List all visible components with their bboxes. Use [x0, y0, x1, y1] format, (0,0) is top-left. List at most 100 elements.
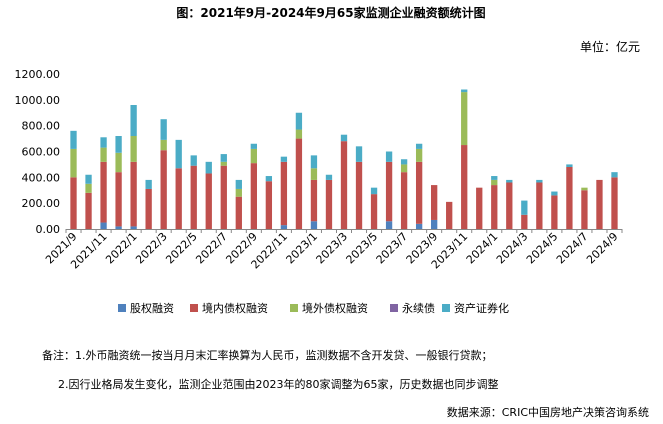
bar-segment [100, 147, 107, 162]
bar-segment [295, 112, 303, 130]
y-tick-label: 600.00 [22, 146, 61, 159]
bar-segment [611, 172, 618, 178]
bar-segment [160, 150, 167, 229]
bar-segment [280, 156, 288, 162]
bar-segment [265, 176, 273, 182]
legend: 股权融资 境内债权融资 境外债权融资 永续债 资产证券化 [118, 301, 509, 315]
legend-swatch [290, 304, 298, 312]
y-tick-label: 1200.00 [15, 68, 61, 81]
note-2: 2.因行业格局发生变化，监测企业范围由2023年的80家调整为65家，历史数据也… [58, 378, 499, 391]
bar-segment [611, 177, 618, 229]
legend-label: 永续债 [402, 301, 435, 315]
bar-segment [566, 167, 573, 229]
bar-segment [355, 146, 363, 162]
bar-segment [415, 161, 423, 224]
bar-segment [130, 161, 137, 227]
x-tick-label: 2022/1 [103, 230, 140, 267]
bar-segment [415, 223, 423, 229]
bar-segment [175, 139, 182, 169]
bar-segment [581, 190, 588, 229]
bar-segment [130, 105, 137, 136]
legend-swatch [442, 304, 450, 312]
bar-segment [190, 165, 197, 229]
bar-segment [70, 177, 77, 229]
bar-segment [521, 200, 528, 215]
legend-label: 境内债权融资 [202, 301, 268, 315]
bar-segment [581, 187, 588, 191]
bar-segment [385, 221, 393, 229]
bar-segment [461, 89, 468, 93]
bar-segment [476, 187, 483, 229]
x-tick-label: 2023/5 [344, 230, 381, 267]
bar-segment [385, 161, 393, 222]
bar-segment [551, 195, 558, 229]
bar-segment [145, 188, 152, 229]
bar-segment [115, 172, 122, 227]
y-tick-label: 0.00 [36, 223, 61, 236]
bar-segment [536, 182, 543, 229]
x-tick-label: 2022/3 [133, 230, 170, 267]
bar-segment [100, 161, 107, 223]
bar-segment [400, 164, 408, 173]
bar-segment [310, 155, 318, 169]
data-source: 数据来源：CRIC中国房地产决策咨询系统 [446, 406, 649, 419]
bar-segment [596, 179, 603, 229]
bar-segment [220, 161, 227, 166]
bars [70, 89, 618, 229]
bar-segment [85, 192, 92, 229]
bar-segment [491, 179, 498, 186]
bar-segment [431, 219, 438, 229]
y-tick-label: 200.00 [22, 197, 61, 210]
x-tick-label: 2024/1 [464, 230, 501, 267]
bar-segment [85, 174, 92, 184]
bar-segment [310, 168, 318, 180]
legend-label: 股权融资 [130, 302, 174, 315]
bar-segment [280, 161, 288, 226]
bar-segment [130, 226, 137, 229]
legend-label: 境外债权融资 [302, 301, 368, 315]
bar-segment [220, 165, 227, 229]
legend-swatch [190, 304, 198, 312]
bar-segment [551, 191, 558, 196]
y-tick-label: 800.00 [22, 120, 61, 133]
bar-segment [70, 148, 77, 178]
bar-segment [295, 129, 303, 139]
x-tick-label: 2024/3 [494, 230, 531, 267]
bar-segment [370, 187, 378, 195]
bar-segment [385, 151, 393, 162]
bar-segment [85, 183, 92, 193]
y-tick-label: 400.00 [22, 171, 61, 184]
legend-swatch [118, 304, 126, 312]
bar-segment [160, 139, 167, 151]
bar-segment [446, 201, 453, 229]
bar-segment [175, 168, 182, 229]
chart-title: 图：2021年9月-2024年9月65家监测企业融资额统计图 [176, 5, 485, 20]
bar-segment [325, 179, 333, 229]
y-tick-label: 1000.00 [15, 94, 61, 107]
bar-segment [370, 194, 378, 229]
bar-segment [355, 161, 363, 229]
bar-segment [250, 163, 257, 229]
bar-segment [310, 179, 318, 222]
bar-segment [280, 225, 288, 229]
bar-segment [235, 188, 242, 197]
bar-segment [190, 155, 197, 166]
x-tick-label: 2023/3 [314, 230, 351, 267]
bar-segment [70, 130, 77, 149]
x-tick-label: 2024/7 [554, 230, 591, 267]
x-tick-label: 2023/7 [374, 230, 411, 267]
bar-segment [536, 179, 543, 183]
bar-segment [115, 226, 122, 229]
bar-segment [340, 141, 348, 229]
bar-segment [521, 214, 528, 229]
bar-segment [115, 152, 122, 173]
bar-segment [431, 185, 438, 220]
bar-segment [415, 143, 423, 149]
bar-segment [506, 179, 513, 183]
y-axis: 0.00 200.00 400.00 600.00 800.00 1000.00 1200.… [15, 68, 61, 236]
bar-segment [160, 119, 167, 140]
bar-segment [415, 148, 423, 162]
bar-segment [220, 154, 227, 162]
bar-segment [506, 182, 513, 229]
